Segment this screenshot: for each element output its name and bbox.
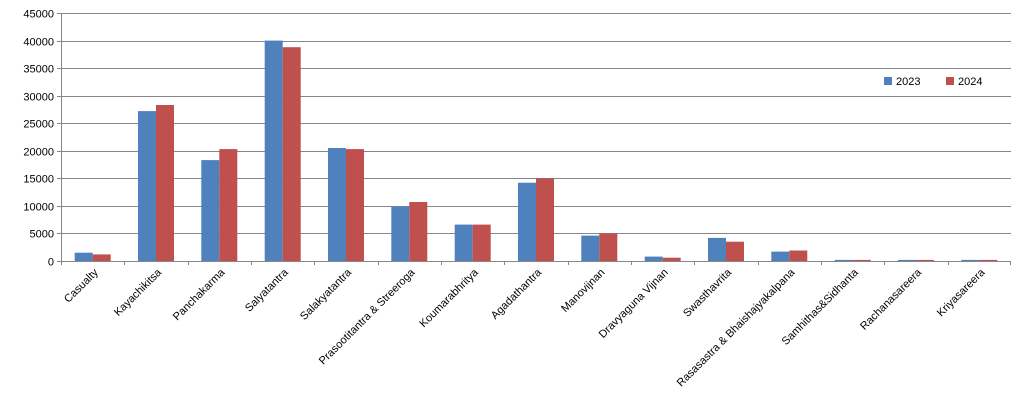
y-tick-label: 25000 <box>23 119 54 131</box>
x-category-label: Kriyasareera <box>935 266 988 319</box>
x-category-label: Salakyatantra <box>298 266 355 323</box>
bar-2024-4 <box>346 149 364 261</box>
y-tick-label: 0 <box>48 257 54 269</box>
bar-2023-2 <box>201 160 220 261</box>
bar-2023-14 <box>961 259 980 261</box>
y-tick-label: 5000 <box>30 229 54 241</box>
x-category-label: Rachanasareera <box>858 266 925 333</box>
bar-2024-11 <box>789 250 808 261</box>
bar-2023-12 <box>834 259 853 261</box>
bar-2024-9 <box>662 257 681 261</box>
bar-2023-4 <box>328 148 346 261</box>
x-category-label: Swasthavrita <box>681 266 735 320</box>
y-tick-label: 35000 <box>23 64 54 76</box>
bar-2023-13 <box>898 259 916 261</box>
bar-2024-14 <box>979 259 998 261</box>
x-category-label: Manovijnan <box>559 267 607 315</box>
bar-2024-8 <box>599 233 618 261</box>
x-category-label: Koumarabhritya <box>417 266 481 330</box>
bar-2024-3 <box>282 47 301 262</box>
x-category-label: Rasasastra & Bhaishajyakalpana <box>675 266 798 389</box>
legend-label: 2023 <box>896 76 920 88</box>
x-category-label: Kayachikitsa <box>112 266 165 319</box>
bar-2023-1 <box>138 111 156 261</box>
legend: 2023 2024 <box>884 76 982 88</box>
bar-2024-5 <box>409 202 428 261</box>
bar-2023-0 <box>74 252 93 261</box>
bar-2023-10 <box>708 237 726 261</box>
bar-2023-9 <box>644 256 663 261</box>
legend-swatch-2023 <box>884 77 892 85</box>
x-category-label: Salyatantra <box>243 266 291 314</box>
y-axis-tick-labels: 0 5000 10000 15000 20000 25000 30000 35000 40000… <box>23 9 54 269</box>
bar-2023-8 <box>581 235 600 261</box>
bar-2023-3 <box>264 40 283 261</box>
bar-2024-13 <box>916 259 934 261</box>
bar-2024-0 <box>92 254 111 261</box>
y-tick-label: 40000 <box>23 37 54 49</box>
bar-2024-12 <box>852 259 871 261</box>
x-axis-category-labels: Casualty Kayachikitsa Panchakarma Salyatant… <box>62 266 988 389</box>
legend-label: 2024 <box>958 76 982 88</box>
y-tick-label: 10000 <box>23 202 54 214</box>
bar-2024-2 <box>219 149 238 261</box>
bar-2024-10 <box>726 241 744 261</box>
y-tick-label: 45000 <box>23 9 54 21</box>
bar-2024-6 <box>472 224 491 261</box>
x-category-label: Casualty <box>62 266 101 305</box>
x-axis <box>61 13 1011 265</box>
bar-2023-5 <box>391 206 410 261</box>
bar-2024-1 <box>156 105 174 261</box>
y-tick-label: 30000 <box>23 92 54 104</box>
y-tick-label: 15000 <box>23 174 54 186</box>
x-category-label: Agadathantra <box>489 266 545 322</box>
x-category-label: Dravyaguna Vijnan <box>597 267 671 341</box>
bars <box>74 40 998 262</box>
bar-2023-7 <box>518 182 536 261</box>
y-tick-label: 20000 <box>23 147 54 159</box>
bar-2023-6 <box>454 224 473 261</box>
bar-2024-7 <box>536 178 554 261</box>
bar-2023-11 <box>771 251 790 261</box>
legend-swatch-2024 <box>946 77 954 85</box>
x-category-label: Panchakarma <box>171 266 228 323</box>
